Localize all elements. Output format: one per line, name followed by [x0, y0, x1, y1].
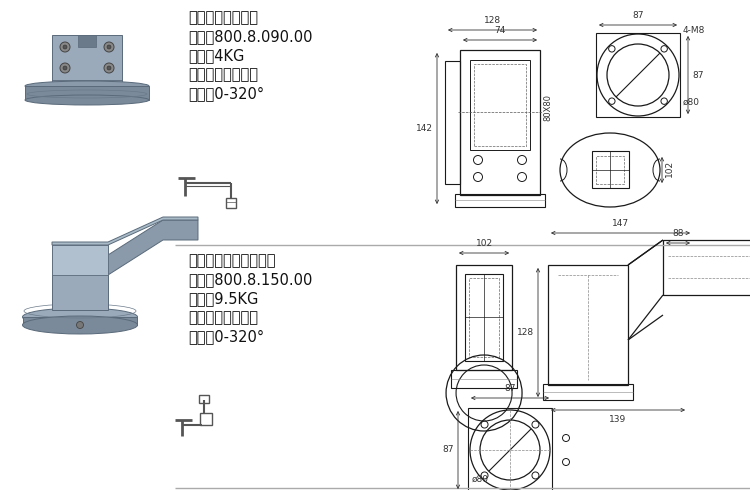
Bar: [470, 60, 530, 150]
Polygon shape: [52, 35, 122, 85]
Text: 87: 87: [504, 384, 516, 393]
Bar: [226, 198, 236, 208]
Circle shape: [104, 63, 114, 73]
Circle shape: [63, 45, 67, 49]
Polygon shape: [78, 35, 96, 47]
Bar: [465, 274, 503, 361]
Bar: [456, 265, 512, 370]
Circle shape: [60, 63, 70, 73]
Text: 102: 102: [476, 239, 493, 248]
Text: 88: 88: [672, 229, 684, 238]
Text: ø80: ø80: [472, 475, 489, 484]
Bar: [445, 61, 460, 184]
Ellipse shape: [25, 81, 149, 91]
Text: 87: 87: [692, 71, 703, 79]
Polygon shape: [52, 217, 198, 245]
Bar: [474, 64, 526, 146]
Text: 128: 128: [517, 328, 534, 337]
Polygon shape: [52, 245, 108, 310]
Ellipse shape: [22, 308, 137, 326]
Text: ø80: ø80: [683, 98, 700, 107]
Text: 87: 87: [632, 11, 644, 20]
Text: 4-M8: 4-M8: [683, 26, 705, 35]
Bar: [451, 370, 517, 388]
Circle shape: [76, 321, 83, 328]
Polygon shape: [52, 245, 108, 275]
Bar: [468, 408, 552, 490]
Text: 139: 139: [609, 415, 627, 424]
Text: 型号：800.8.090.00: 型号：800.8.090.00: [188, 29, 313, 44]
Text: 74: 74: [494, 26, 506, 35]
Bar: [548, 265, 628, 385]
Ellipse shape: [22, 316, 137, 334]
Circle shape: [60, 42, 70, 52]
Text: 品名：箱体连接件: 品名：箱体连接件: [188, 10, 258, 25]
Circle shape: [107, 45, 111, 49]
Text: 品名：直角箱体连接件: 品名：直角箱体连接件: [188, 253, 275, 268]
Text: 可旋转0-320°: 可旋转0-320°: [188, 329, 264, 344]
Bar: [596, 33, 680, 117]
Text: 型号：800.8.150.00: 型号：800.8.150.00: [188, 272, 312, 287]
Text: 102: 102: [665, 159, 674, 176]
Text: 材料：压铸铝合金: 材料：压铸铝合金: [188, 310, 258, 325]
Bar: [455, 194, 545, 207]
Circle shape: [104, 42, 114, 52]
Circle shape: [107, 66, 111, 70]
Text: 重量：9.5KG: 重量：9.5KG: [188, 291, 258, 306]
Bar: [199, 395, 209, 403]
Text: 147: 147: [612, 219, 629, 228]
Bar: [469, 278, 499, 357]
Bar: [663, 240, 750, 295]
Bar: [460, 50, 540, 195]
Bar: [200, 413, 212, 425]
Text: 87: 87: [442, 445, 454, 455]
Bar: [592, 151, 628, 189]
Text: 128: 128: [484, 16, 501, 25]
Text: 重量：4KG: 重量：4KG: [188, 48, 244, 63]
Bar: [543, 384, 633, 400]
Text: 可旋转0-320°: 可旋转0-320°: [188, 86, 264, 101]
Text: 材料：压铸铝合金: 材料：压铸铝合金: [188, 67, 258, 82]
Circle shape: [63, 66, 67, 70]
Polygon shape: [23, 317, 137, 325]
Text: 80X80: 80X80: [543, 94, 552, 121]
Bar: [596, 156, 624, 184]
Polygon shape: [108, 220, 198, 275]
Polygon shape: [25, 86, 149, 100]
Text: 142: 142: [416, 124, 433, 133]
Ellipse shape: [25, 95, 149, 105]
